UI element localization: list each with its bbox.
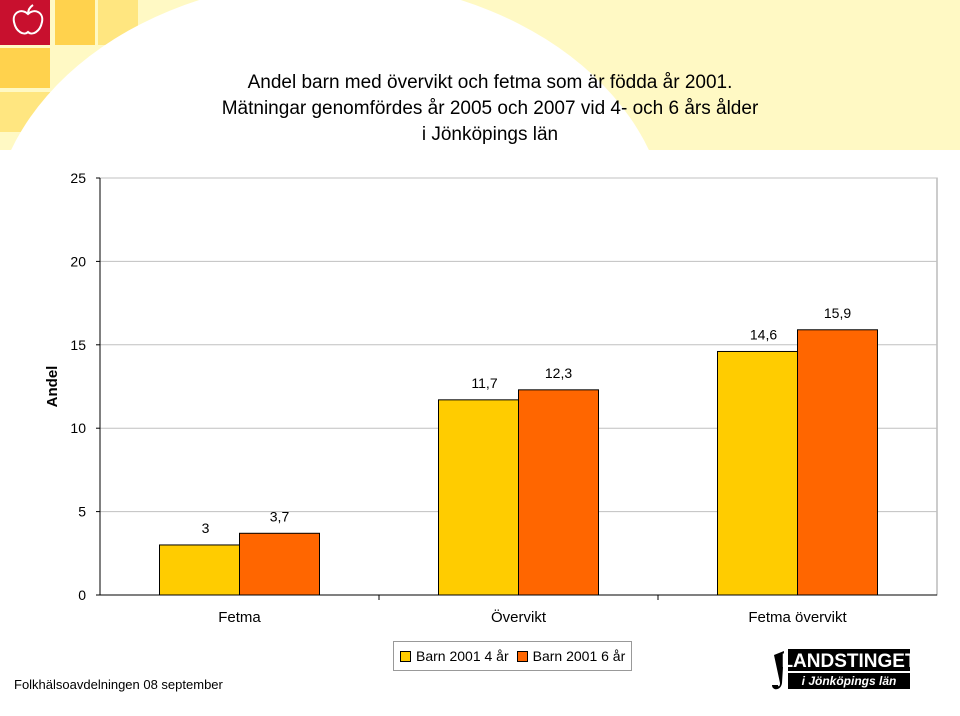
bar-1-3 [717, 350, 798, 596]
legend-label-1: Barn 2001 4 år [416, 648, 509, 664]
logo-line-2: i Jönköpings län [802, 674, 897, 688]
y-tick-label: 15 [70, 337, 86, 353]
bar-1-1 [159, 544, 240, 596]
chart-title-line-1: Andel barn med övervikt och fetma som är… [247, 72, 733, 93]
footer-text: Folkhälsoavdelningen 08 september [14, 677, 223, 692]
bar-chart: 0 5 10 15 20 25 Andel 3 3,7 Fetma 11,7 12,3 Övervikt… [44, 170, 938, 626]
legend-swatch-1 [400, 650, 411, 662]
data-label-1-3: 14,6 [750, 326, 777, 342]
category-label-3: Fetma övervikt [748, 609, 847, 626]
data-label-2-3: 15,9 [824, 305, 851, 321]
bar-2-2 [518, 389, 599, 596]
chart-legend: Barn 2001 4 år Barn 2001 6 år [393, 641, 633, 671]
apple-icon [12, 4, 44, 35]
chart-title-line-3: i Jönköpings län [421, 124, 559, 145]
data-label-1-1: 3 [202, 520, 210, 536]
data-label-2-2: 12,3 [545, 365, 572, 381]
bar-2-1 [239, 532, 320, 596]
legend-swatch-2 [516, 650, 528, 662]
data-label-1-2: 11,7 [471, 375, 497, 391]
chart-title-line-2: Mätningar genomfördes år 2005 och 2007 v… [221, 98, 759, 119]
y-tick-label: 5 [78, 504, 86, 520]
category-label-2: Övervikt [491, 608, 547, 626]
bar-2-3 [797, 329, 878, 596]
legend-item-2: Barn 2001 6 år [516, 648, 626, 664]
y-tick-label: 10 [70, 420, 86, 436]
y-tick-label: 0 [78, 587, 86, 603]
legend-label-2: Barn 2001 6 år [532, 648, 626, 664]
logo-line-1: LANDSTINGET [781, 651, 912, 672]
category-label-1: Fetma [218, 609, 261, 626]
y-tick-label: 25 [70, 170, 86, 186]
data-label-2-1: 3,7 [270, 508, 290, 524]
bar-1-2 [438, 399, 519, 596]
legend-item-1: Barn 2001 4 år [400, 648, 509, 664]
y-axis-label: Andel [44, 366, 61, 408]
landstinget-logo: LANDSTINGET i Jönköpings län [772, 649, 912, 690]
y-tick-label: 20 [70, 253, 86, 269]
